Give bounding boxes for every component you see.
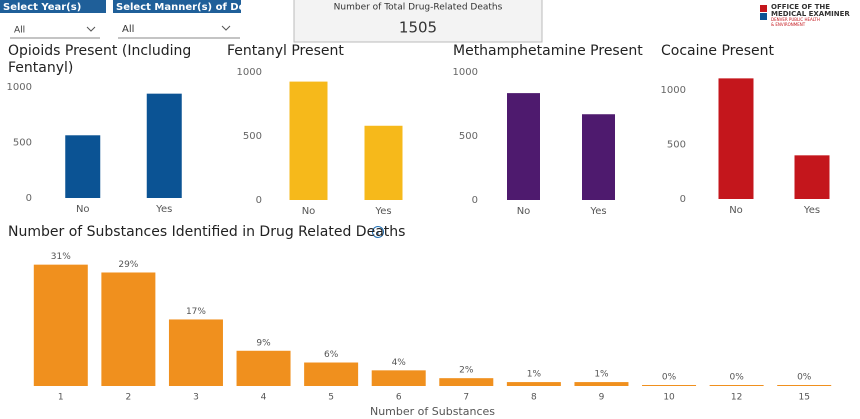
chevron	[221, 25, 231, 31]
x-tick-label: Yes	[803, 205, 820, 216]
data-label: 0%	[797, 373, 812, 383]
bar	[439, 378, 494, 386]
bar	[642, 385, 697, 386]
logo-text: OFFICE OF THE	[771, 3, 830, 11]
slicer-header	[113, 0, 241, 13]
data-label: 29%	[118, 260, 138, 270]
data-label: 0%	[662, 373, 677, 383]
x-tick-label: 10	[663, 393, 675, 403]
x-tick-label: 7	[463, 393, 469, 403]
info-icon[interactable]	[372, 226, 384, 238]
x-tick-label: 2	[126, 393, 132, 403]
y-tick-label: 1000	[237, 67, 262, 78]
chart-title: Number of Substances Identified in Drug …	[8, 224, 406, 240]
data-label: 6%	[324, 350, 339, 360]
bar	[506, 382, 561, 386]
slicer-header	[0, 0, 106, 13]
data-label: 17%	[186, 307, 206, 317]
x-tick-label: 8	[531, 393, 537, 403]
y-tick-label: 1000	[453, 67, 478, 78]
chart-title: Methamphetamine Present	[453, 43, 643, 59]
card-label: Number of Total Drug-Related Deaths	[334, 3, 503, 13]
logo-mark	[760, 13, 767, 20]
card	[293, 0, 543, 43]
data-label: 0%	[729, 373, 744, 383]
bar	[507, 93, 540, 200]
chevron	[86, 26, 96, 32]
data-label: 4%	[392, 358, 407, 368]
bar	[371, 370, 426, 386]
slicer-dropdown[interactable]: All	[10, 26, 100, 39]
x-tick-label: Yes	[589, 206, 606, 217]
x-tick-label: Yes	[155, 204, 172, 215]
info-circle	[372, 226, 384, 238]
y-tick-label: 0	[680, 194, 686, 205]
x-tick-label: 5	[328, 393, 334, 403]
data-label: 9%	[256, 338, 271, 348]
bar	[709, 385, 764, 386]
y-tick-label: 1000	[7, 82, 32, 93]
x-tick-label: 15	[798, 393, 809, 403]
logo-text: DENVER PUBLIC HEALTH	[771, 17, 820, 22]
y-tick-label: 500	[667, 139, 686, 150]
slicer-dropdown[interactable]: All	[118, 24, 240, 39]
y-tick-label: 0	[26, 193, 32, 204]
bar	[33, 264, 88, 386]
bar	[65, 135, 101, 198]
y-tick-label: 500	[243, 131, 262, 142]
bar	[236, 350, 291, 386]
y-tick-label: 500	[13, 138, 32, 149]
data-label: 31%	[51, 252, 71, 262]
bar	[574, 382, 629, 386]
x-tick-label: No	[76, 204, 90, 215]
bar	[794, 155, 830, 199]
chart-title: Cocaine Present	[661, 43, 774, 59]
logo-text: MEDICAL EXAMINER	[771, 10, 850, 18]
y-tick-label: 500	[459, 131, 478, 142]
card-value: 1505	[399, 19, 437, 37]
y-tick-label: 1000	[661, 85, 686, 96]
slicer-label: Select Year(s)	[3, 2, 81, 13]
data-label: 1%	[527, 370, 542, 380]
logo: OFFICE OF THE MEDICAL EXAMINER DENVER PU…	[760, 3, 850, 27]
chart-title: Opioids Present (Including Fentanyl)	[8, 43, 192, 76]
data-label: 2%	[459, 366, 474, 376]
bar	[101, 272, 156, 386]
x-tick-label: No	[729, 205, 743, 216]
bar	[289, 81, 328, 200]
slicer-value: All	[14, 26, 25, 36]
x-tick-label: 9	[599, 393, 605, 403]
bar	[364, 125, 403, 200]
chart-title: Fentanyl Present	[227, 43, 344, 59]
x-tick-label: Yes	[374, 206, 391, 217]
x-tick-label: 6	[396, 393, 402, 403]
bar	[777, 385, 832, 386]
bar	[718, 78, 754, 199]
bar	[582, 114, 615, 200]
data-label: 1%	[594, 370, 609, 380]
x-tick-label: 12	[731, 393, 742, 403]
bar	[304, 362, 359, 386]
y-tick-label: 0	[256, 195, 262, 206]
slicer-label: Select Manner(s) of Death	[116, 2, 264, 13]
x-tick-label: 3	[193, 393, 199, 403]
x-axis-label: Number of Substances	[370, 405, 495, 418]
x-tick-label: No	[302, 206, 316, 217]
slicer-value: All	[122, 24, 134, 35]
x-tick-label: 4	[261, 393, 267, 403]
x-tick-label: No	[517, 206, 531, 217]
logo-text: & ENVIRONMENT	[771, 22, 806, 27]
bar	[146, 93, 182, 198]
y-tick-label: 0	[472, 195, 478, 206]
bar	[168, 319, 223, 386]
x-tick-label: 1	[58, 393, 64, 403]
logo-mark	[760, 5, 767, 12]
